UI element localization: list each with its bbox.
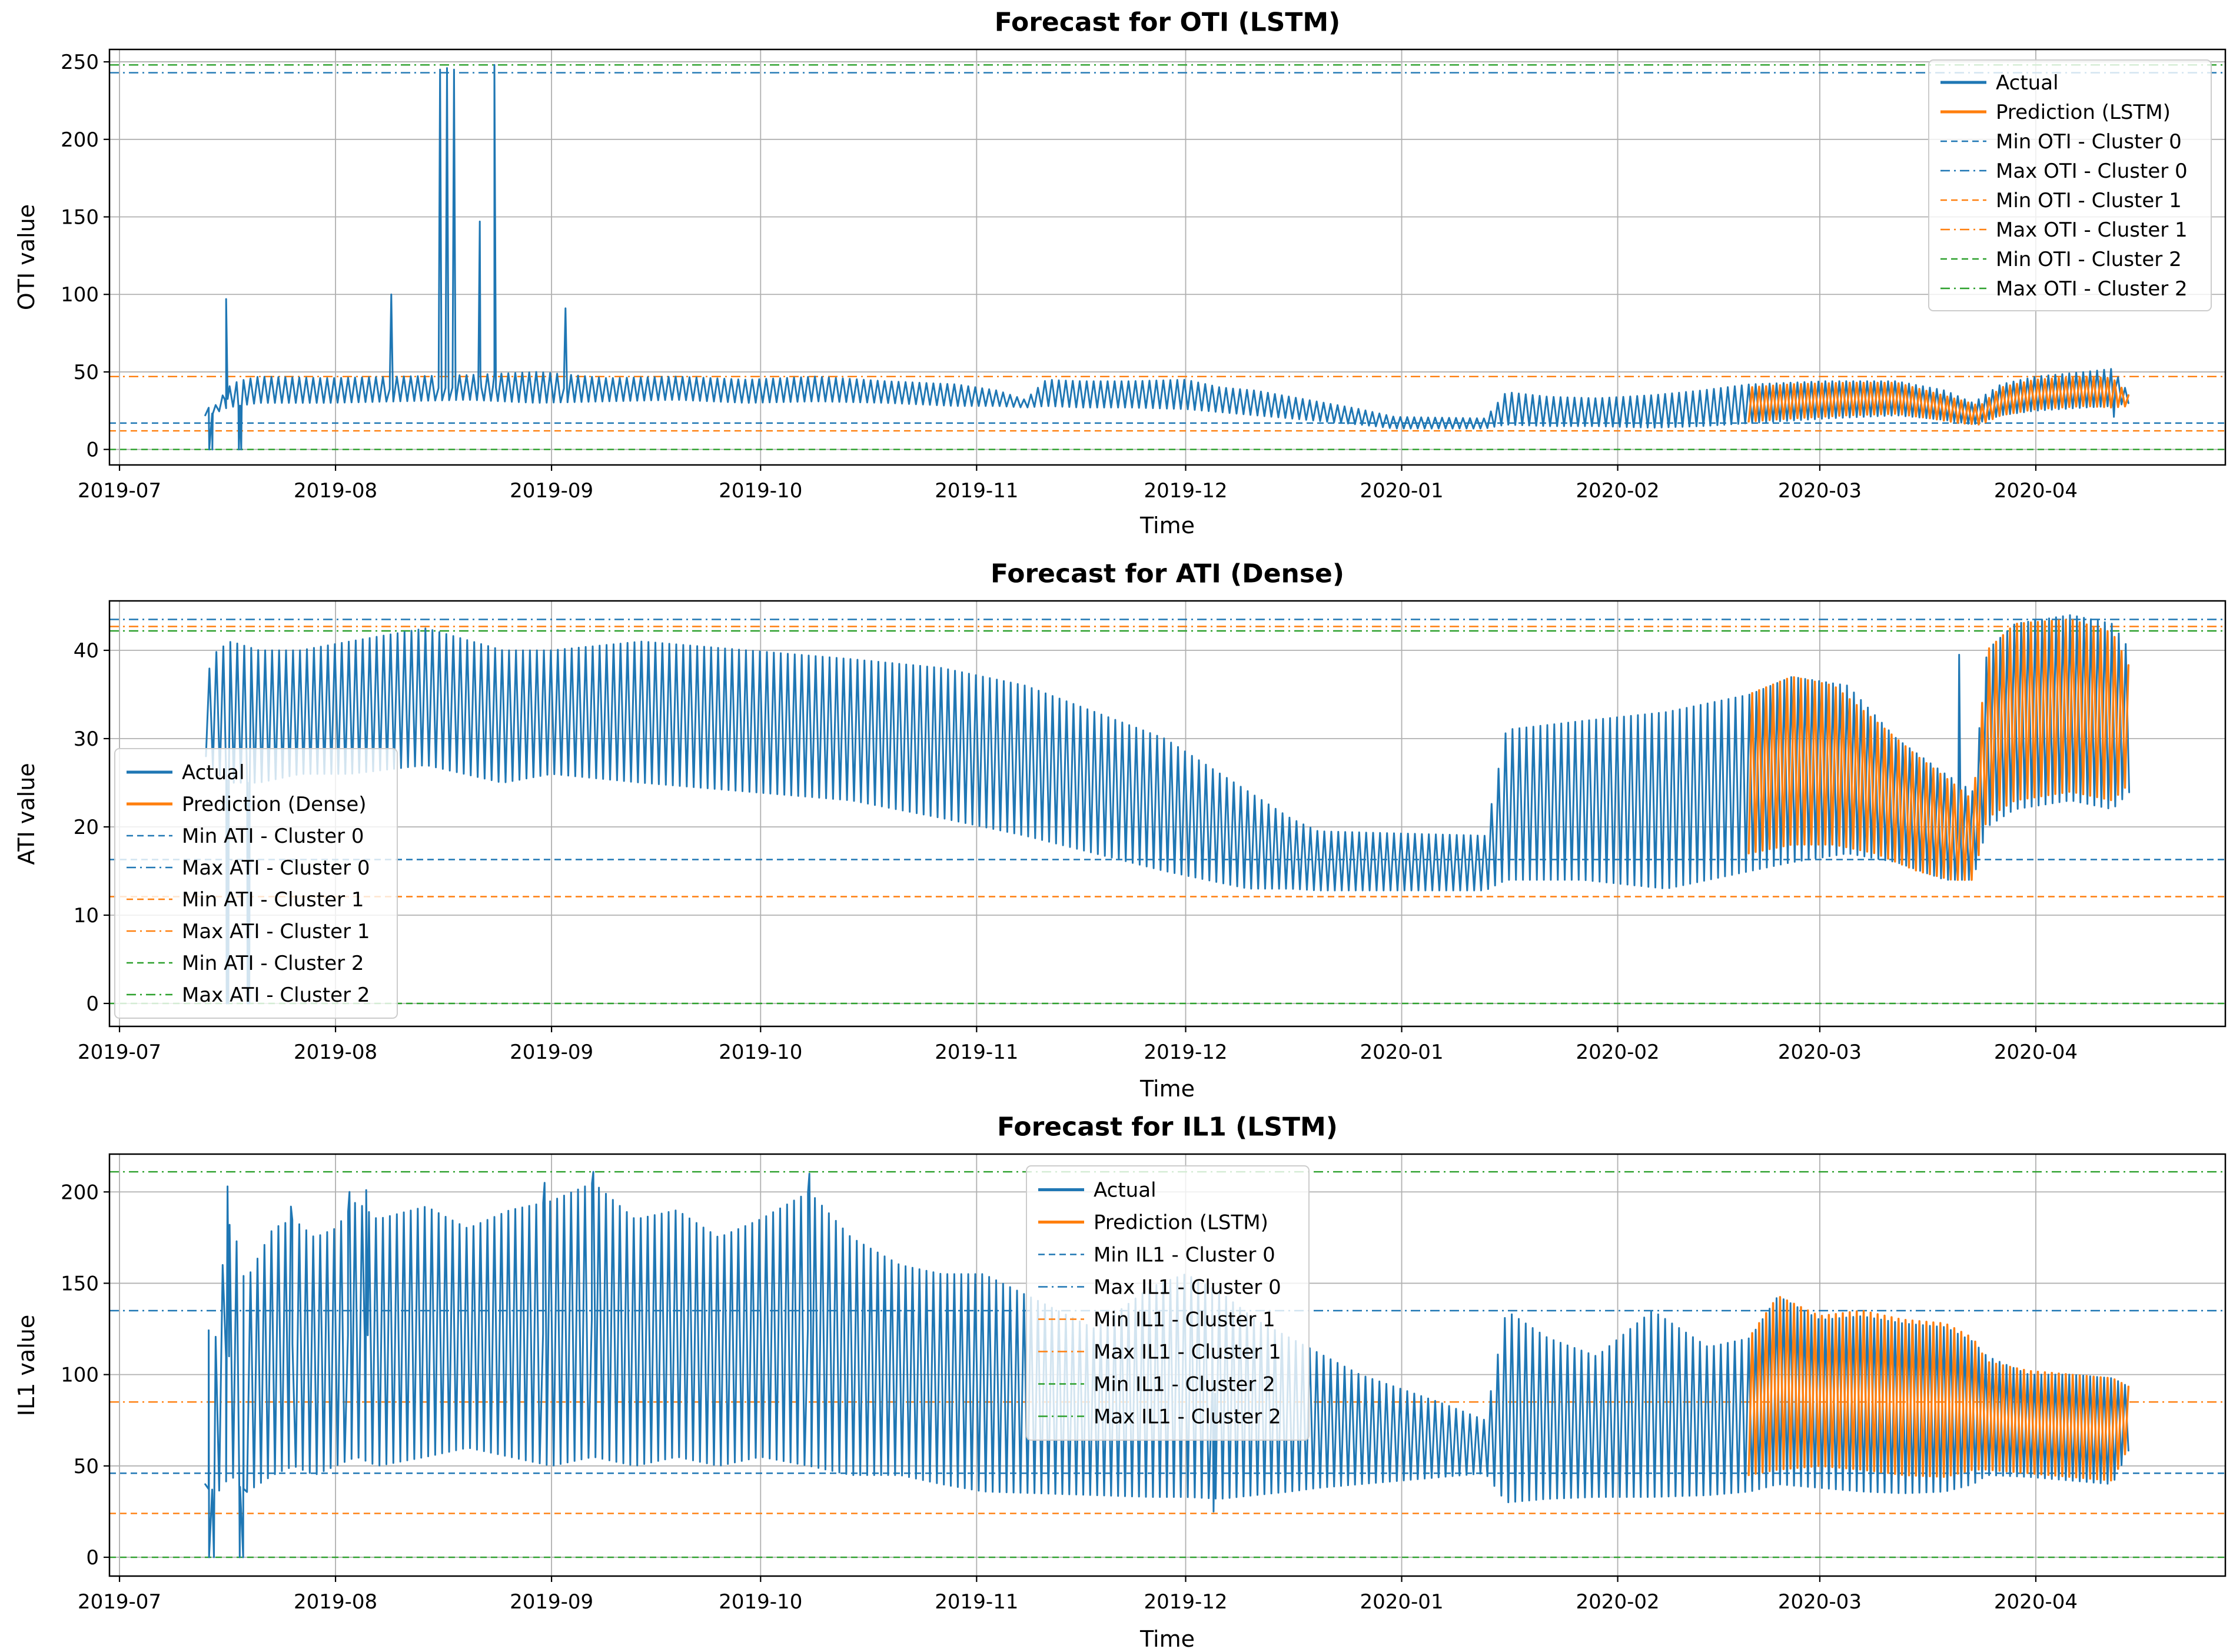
chart-1: 2019-07 2019-08 2019-09 2019-10 2019-11 2019-… — [74, 600, 2227, 1064]
legend-label: Max OTI - Cluster 1 — [1996, 218, 2188, 242]
x-tick-label: 2019-07 — [78, 1590, 161, 1614]
y-tick-label: 0 — [86, 992, 99, 1016]
chart-title-oti: Forecast for OTI (LSTM) — [994, 7, 1341, 38]
legend-label: Max OTI - Cluster 2 — [1996, 277, 2188, 301]
y-tick-label: 0 — [86, 438, 99, 462]
y-tick-label: 150 — [61, 206, 99, 230]
legend-label: Max ATI - Cluster 0 — [182, 856, 370, 880]
legend-label: Min OTI - Cluster 0 — [1996, 130, 2182, 154]
y-tick-label: 30 — [74, 727, 99, 751]
legend-label: Actual — [182, 761, 245, 785]
x-tick-label: 2019-08 — [294, 479, 377, 503]
x-tick-label: 2020-04 — [1994, 1041, 2078, 1064]
series-line-prediction-lstm- — [1747, 1296, 2130, 1482]
y-tick-label: 200 — [61, 128, 99, 152]
x-tick-label: 2020-01 — [1360, 1041, 1444, 1064]
y-tick-label: 150 — [61, 1272, 99, 1295]
legend-label: Min OTI - Cluster 2 — [1996, 248, 2182, 271]
x-tick-label: 2020-01 — [1360, 479, 1444, 503]
series-line-prediction-lstm- — [1747, 375, 2130, 426]
y-tick-label: 200 — [61, 1181, 99, 1204]
legend-label: Actual — [1094, 1179, 1157, 1202]
plot-border — [108, 1153, 2227, 1577]
x-axis-label-ati: Time — [1140, 1076, 1195, 1102]
chart-0: 2019-07 2019-08 2019-09 2019-10 2019-11 2019-… — [61, 48, 2227, 503]
x-tick-label: 2020-04 — [1994, 1590, 2078, 1614]
chart-title-ati: Forecast for ATI (Dense) — [990, 559, 1345, 589]
legend-box — [1026, 1165, 1310, 1441]
y-tick-label: 0 — [86, 1546, 99, 1570]
legend-label: Max OTI - Cluster 0 — [1996, 159, 2188, 183]
chart-title-il1: Forecast for IL1 (LSTM) — [997, 1112, 1338, 1142]
legend-label: Min OTI - Cluster 1 — [1996, 189, 2182, 212]
x-tick-label: 2020-02 — [1576, 1041, 1660, 1064]
chart-2: 2019-07 2019-08 2019-09 2019-10 2019-11 2019-… — [61, 1153, 2227, 1614]
plot-border — [108, 600, 2227, 1028]
legend-0: Actual Prediction (LSTM) Min OTI - Cluster… — [1928, 59, 2212, 311]
legend-label: Max IL1 - Cluster 2 — [1094, 1405, 1281, 1429]
x-tick-label: 2020-04 — [1994, 479, 2078, 503]
legend-label: Min ATI - Cluster 2 — [182, 952, 364, 975]
x-tick-label: 2019-12 — [1144, 1041, 1227, 1064]
x-axis-label-oti: Time — [1140, 513, 1195, 539]
legend-label: Min ATI - Cluster 0 — [182, 825, 364, 848]
legend-2: Actual Prediction (LSTM) Min IL1 - Cluster… — [1026, 1165, 1310, 1441]
x-tick-label: 2020-03 — [1778, 1041, 1862, 1064]
x-tick-label: 2019-09 — [510, 1590, 593, 1614]
x-tick-label: 2020-02 — [1576, 479, 1660, 503]
y-tick-label: 40 — [74, 639, 99, 663]
x-tick-label: 2020-02 — [1576, 1590, 1660, 1614]
y-tick-label: 250 — [61, 51, 99, 74]
y-tick-label: 10 — [74, 904, 99, 928]
x-tick-label: 2019-11 — [935, 1041, 1018, 1064]
legend-label: Prediction (Dense) — [182, 793, 367, 816]
legend-label: Prediction (LSTM) — [1996, 101, 2171, 124]
legend-label: Actual — [1996, 71, 2059, 95]
legend-box — [114, 748, 398, 1019]
x-tick-label: 2019-11 — [935, 479, 1018, 503]
y-axis-label-ati: ATI value — [14, 762, 39, 865]
x-tick-label: 2019-12 — [1144, 479, 1227, 503]
series-line-actual — [205, 614, 2131, 1005]
x-tick-label: 2019-09 — [510, 1041, 593, 1064]
x-tick-label: 2019-08 — [294, 1590, 377, 1614]
x-tick-label: 2019-12 — [1144, 1590, 1227, 1614]
x-tick-label: 2019-09 — [510, 479, 593, 503]
y-tick-label: 100 — [61, 283, 99, 307]
x-tick-label: 2019-07 — [78, 479, 161, 503]
legend-label: Max IL1 - Cluster 1 — [1094, 1341, 1281, 1364]
legend-label: Prediction (LSTM) — [1094, 1211, 1268, 1235]
x-tick-label: 2020-03 — [1778, 479, 1862, 503]
x-tick-label: 2019-08 — [294, 1041, 377, 1064]
x-tick-label: 2019-10 — [719, 1041, 802, 1064]
legend-label: Max ATI - Cluster 2 — [182, 983, 370, 1007]
legend-box — [1928, 59, 2212, 311]
legend-label: Min IL1 - Cluster 0 — [1094, 1244, 1275, 1267]
y-tick-label: 100 — [61, 1364, 99, 1387]
y-tick-label: 50 — [74, 361, 99, 384]
legend-label: Max ATI - Cluster 1 — [182, 920, 370, 943]
legend-label: Max IL1 - Cluster 0 — [1094, 1276, 1281, 1299]
x-tick-label: 2020-03 — [1778, 1590, 1862, 1614]
x-tick-label: 2019-11 — [935, 1590, 1018, 1614]
x-tick-label: 2019-10 — [719, 1590, 802, 1614]
x-tick-label: 2019-10 — [719, 479, 802, 503]
legend-label: Min IL1 - Cluster 2 — [1094, 1373, 1275, 1397]
y-tick-label: 50 — [74, 1455, 99, 1478]
y-tick-label: 20 — [74, 816, 99, 839]
legend-label: Min IL1 - Cluster 1 — [1094, 1308, 1275, 1332]
x-axis-label-il1: Time — [1140, 1626, 1195, 1652]
x-tick-label: 2019-07 — [78, 1041, 161, 1064]
y-axis-label-il1: IL1 value — [14, 1314, 39, 1416]
y-axis-label-oti: OTI value — [14, 204, 39, 311]
legend-1: Actual Prediction (Dense) Min ATI - Cluste… — [114, 748, 398, 1019]
series-line-prediction-dense- — [1747, 619, 2130, 881]
plot-border — [108, 48, 2227, 466]
legend-label: Min ATI - Cluster 1 — [182, 888, 364, 912]
x-tick-label: 2020-01 — [1360, 1590, 1444, 1614]
series-line-actual — [204, 64, 2129, 451]
